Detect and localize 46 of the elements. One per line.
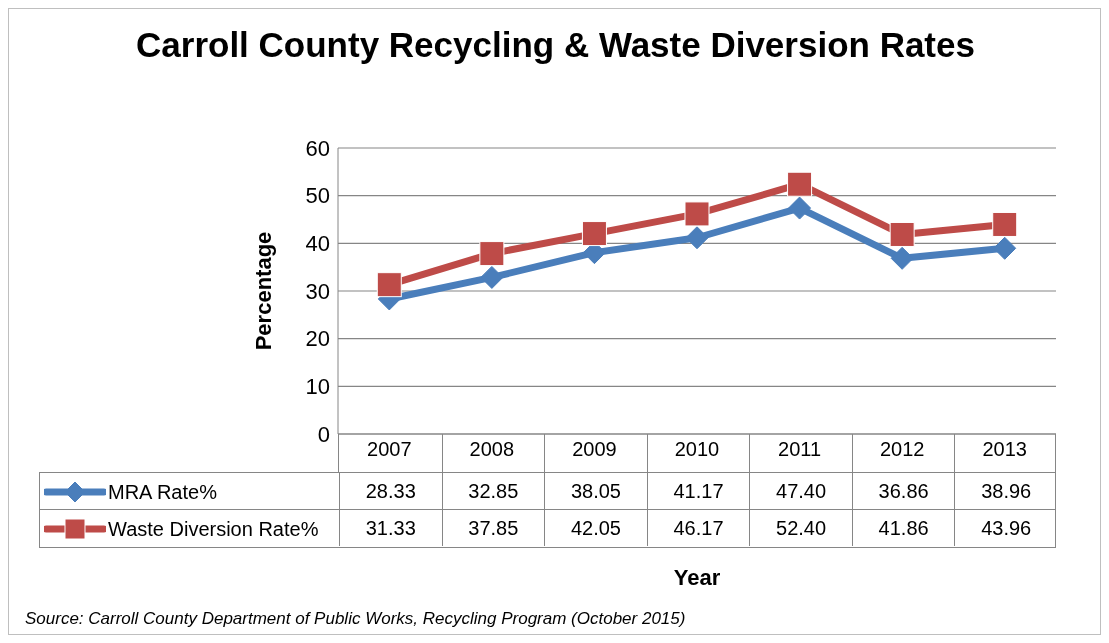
x-tick-label: 2010	[674, 438, 720, 461]
legend-label: Waste Diversion Rate%	[108, 517, 319, 541]
y-tick-label: 0	[317, 421, 330, 447]
y-tick-label: 30	[305, 278, 330, 304]
point	[787, 171, 813, 197]
point	[685, 226, 709, 250]
legend-label: MRA Rate%	[108, 480, 217, 504]
data-label: 42.05	[544, 510, 647, 546]
point	[992, 211, 1018, 237]
point	[376, 272, 402, 298]
data-label: 36.86	[851, 473, 955, 509]
point	[581, 221, 607, 247]
x-tick-label: 2011	[778, 438, 822, 461]
point	[479, 241, 505, 267]
data-label: 31.33	[339, 510, 442, 546]
data-label: 28.33	[339, 473, 442, 509]
point	[480, 265, 504, 289]
data-label: 52.40	[749, 510, 852, 546]
x-tick-label: 2009	[572, 438, 617, 461]
data-label: 32.85	[441, 473, 545, 509]
x-tick-label: 2012	[879, 438, 925, 461]
data-label: 47.40	[749, 473, 852, 509]
point	[684, 201, 710, 227]
data-label: 38.96	[954, 473, 1057, 509]
data-label: 37.85	[441, 510, 545, 546]
point	[890, 246, 914, 270]
chart-title: Carroll County Recycling & Waste Diversion Rates	[135, 25, 976, 65]
x-tick-label: 2013	[982, 438, 1027, 461]
y-tick-label: 10	[305, 374, 330, 400]
data-label: 46.17	[646, 510, 750, 546]
data-label: 41.17	[646, 473, 750, 509]
point	[993, 236, 1017, 260]
y-tick-label: 50	[305, 183, 330, 209]
data-label: 41.86	[851, 510, 955, 546]
point	[788, 196, 812, 220]
y-tick-label: 40	[305, 231, 330, 257]
data-label: 38.05	[544, 473, 647, 509]
x-tick-label: 2008	[469, 438, 515, 461]
data-label: 43.96	[954, 510, 1057, 546]
y-axis-title: Percentage	[250, 231, 276, 351]
y-tick-label: 60	[305, 135, 330, 161]
y-tick-label: 20	[305, 326, 330, 352]
point	[889, 221, 915, 247]
x-tick-label: 2007	[367, 438, 412, 461]
x-axis-title: Year	[672, 565, 722, 591]
source-note: Source: Carroll County Department of Public Works, Recycling Program (October 2015)	[25, 609, 686, 629]
